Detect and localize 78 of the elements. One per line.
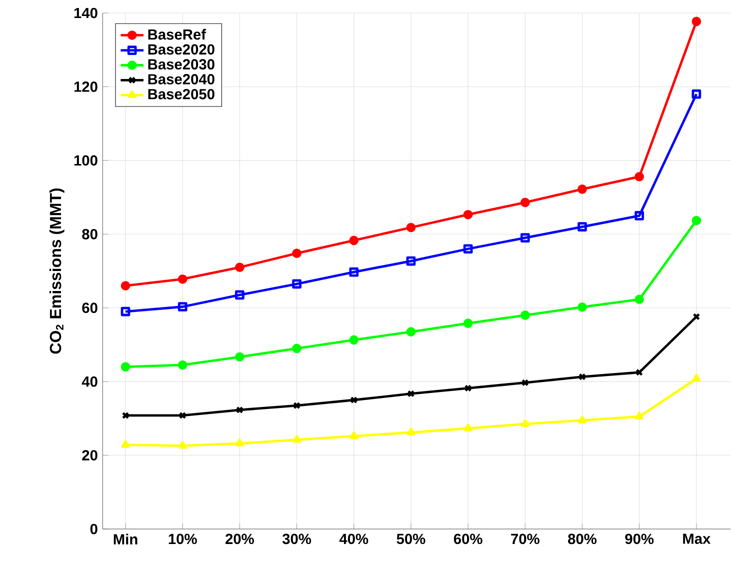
y-axis-title: CO$_{2}$ Emissions (MMT) bbox=[49, 188, 64, 354]
point bbox=[406, 327, 416, 336]
y-tick-label: 100 bbox=[74, 155, 98, 166]
point bbox=[235, 262, 244, 272]
point bbox=[349, 335, 359, 345]
point bbox=[178, 302, 188, 312]
point bbox=[463, 318, 473, 328]
point bbox=[350, 396, 358, 404]
point bbox=[406, 222, 416, 232]
point bbox=[178, 274, 188, 284]
point bbox=[120, 306, 130, 316]
point bbox=[578, 302, 587, 312]
x-tick-label: 50% bbox=[396, 534, 426, 544]
point bbox=[635, 412, 644, 420]
y-tick-label: 0 bbox=[90, 524, 98, 534]
point bbox=[235, 290, 244, 300]
point bbox=[350, 431, 358, 440]
point bbox=[349, 236, 359, 246]
point bbox=[636, 368, 643, 376]
point bbox=[236, 406, 244, 414]
legend-label: Base2020 bbox=[148, 44, 214, 55]
point bbox=[520, 233, 530, 242]
point bbox=[120, 281, 130, 290]
point bbox=[464, 384, 472, 392]
x-tick-label: 60% bbox=[454, 534, 482, 544]
point bbox=[349, 267, 359, 277]
x-tick-label: 80% bbox=[568, 534, 597, 544]
point bbox=[120, 362, 130, 372]
x-tick-label: 10% bbox=[168, 534, 197, 544]
y-tick-label: 80 bbox=[82, 228, 98, 240]
y-tick-label: 120 bbox=[74, 82, 98, 92]
point bbox=[578, 416, 586, 424]
point bbox=[578, 184, 587, 194]
legend-label: Base2050 bbox=[148, 88, 214, 100]
point bbox=[692, 216, 702, 226]
point bbox=[692, 89, 702, 99]
point bbox=[520, 419, 530, 427]
point bbox=[520, 198, 530, 208]
point bbox=[578, 222, 587, 232]
point bbox=[463, 210, 473, 220]
point bbox=[692, 374, 701, 382]
x-tick-label: 90% bbox=[625, 534, 654, 544]
y-tick-label: 140 bbox=[74, 8, 98, 18]
point bbox=[578, 373, 586, 380]
point bbox=[634, 172, 644, 182]
x-tick-label: 40% bbox=[339, 534, 368, 544]
point bbox=[292, 248, 302, 258]
y-tick-label: 40 bbox=[82, 376, 98, 387]
legend-label: BaseRef bbox=[148, 28, 206, 40]
point bbox=[464, 424, 472, 432]
point bbox=[292, 279, 302, 289]
point bbox=[292, 344, 302, 354]
point bbox=[634, 211, 644, 220]
point bbox=[293, 402, 300, 410]
point bbox=[292, 435, 301, 443]
point bbox=[121, 440, 130, 448]
point bbox=[692, 16, 702, 26]
point bbox=[406, 428, 416, 436]
x-tick-label: 70% bbox=[511, 534, 540, 544]
point bbox=[178, 441, 187, 449]
legend-label: Base2040 bbox=[148, 74, 214, 84]
point bbox=[634, 294, 644, 304]
x-tick-label: 20% bbox=[226, 534, 254, 544]
y-tick-label: 20 bbox=[82, 450, 98, 460]
point bbox=[235, 438, 244, 446]
point bbox=[463, 244, 473, 254]
x-tick-label: Max bbox=[683, 534, 711, 544]
point bbox=[521, 379, 529, 386]
y-tick-label: 60 bbox=[82, 302, 98, 314]
point bbox=[520, 310, 530, 320]
point bbox=[178, 412, 186, 420]
point bbox=[235, 352, 244, 362]
point bbox=[407, 390, 415, 398]
x-tick-label: Min bbox=[114, 534, 138, 544]
point bbox=[406, 256, 416, 266]
point bbox=[178, 360, 188, 370]
x-tick-label: 30% bbox=[282, 534, 312, 544]
legend-label: Base2030 bbox=[148, 59, 214, 70]
